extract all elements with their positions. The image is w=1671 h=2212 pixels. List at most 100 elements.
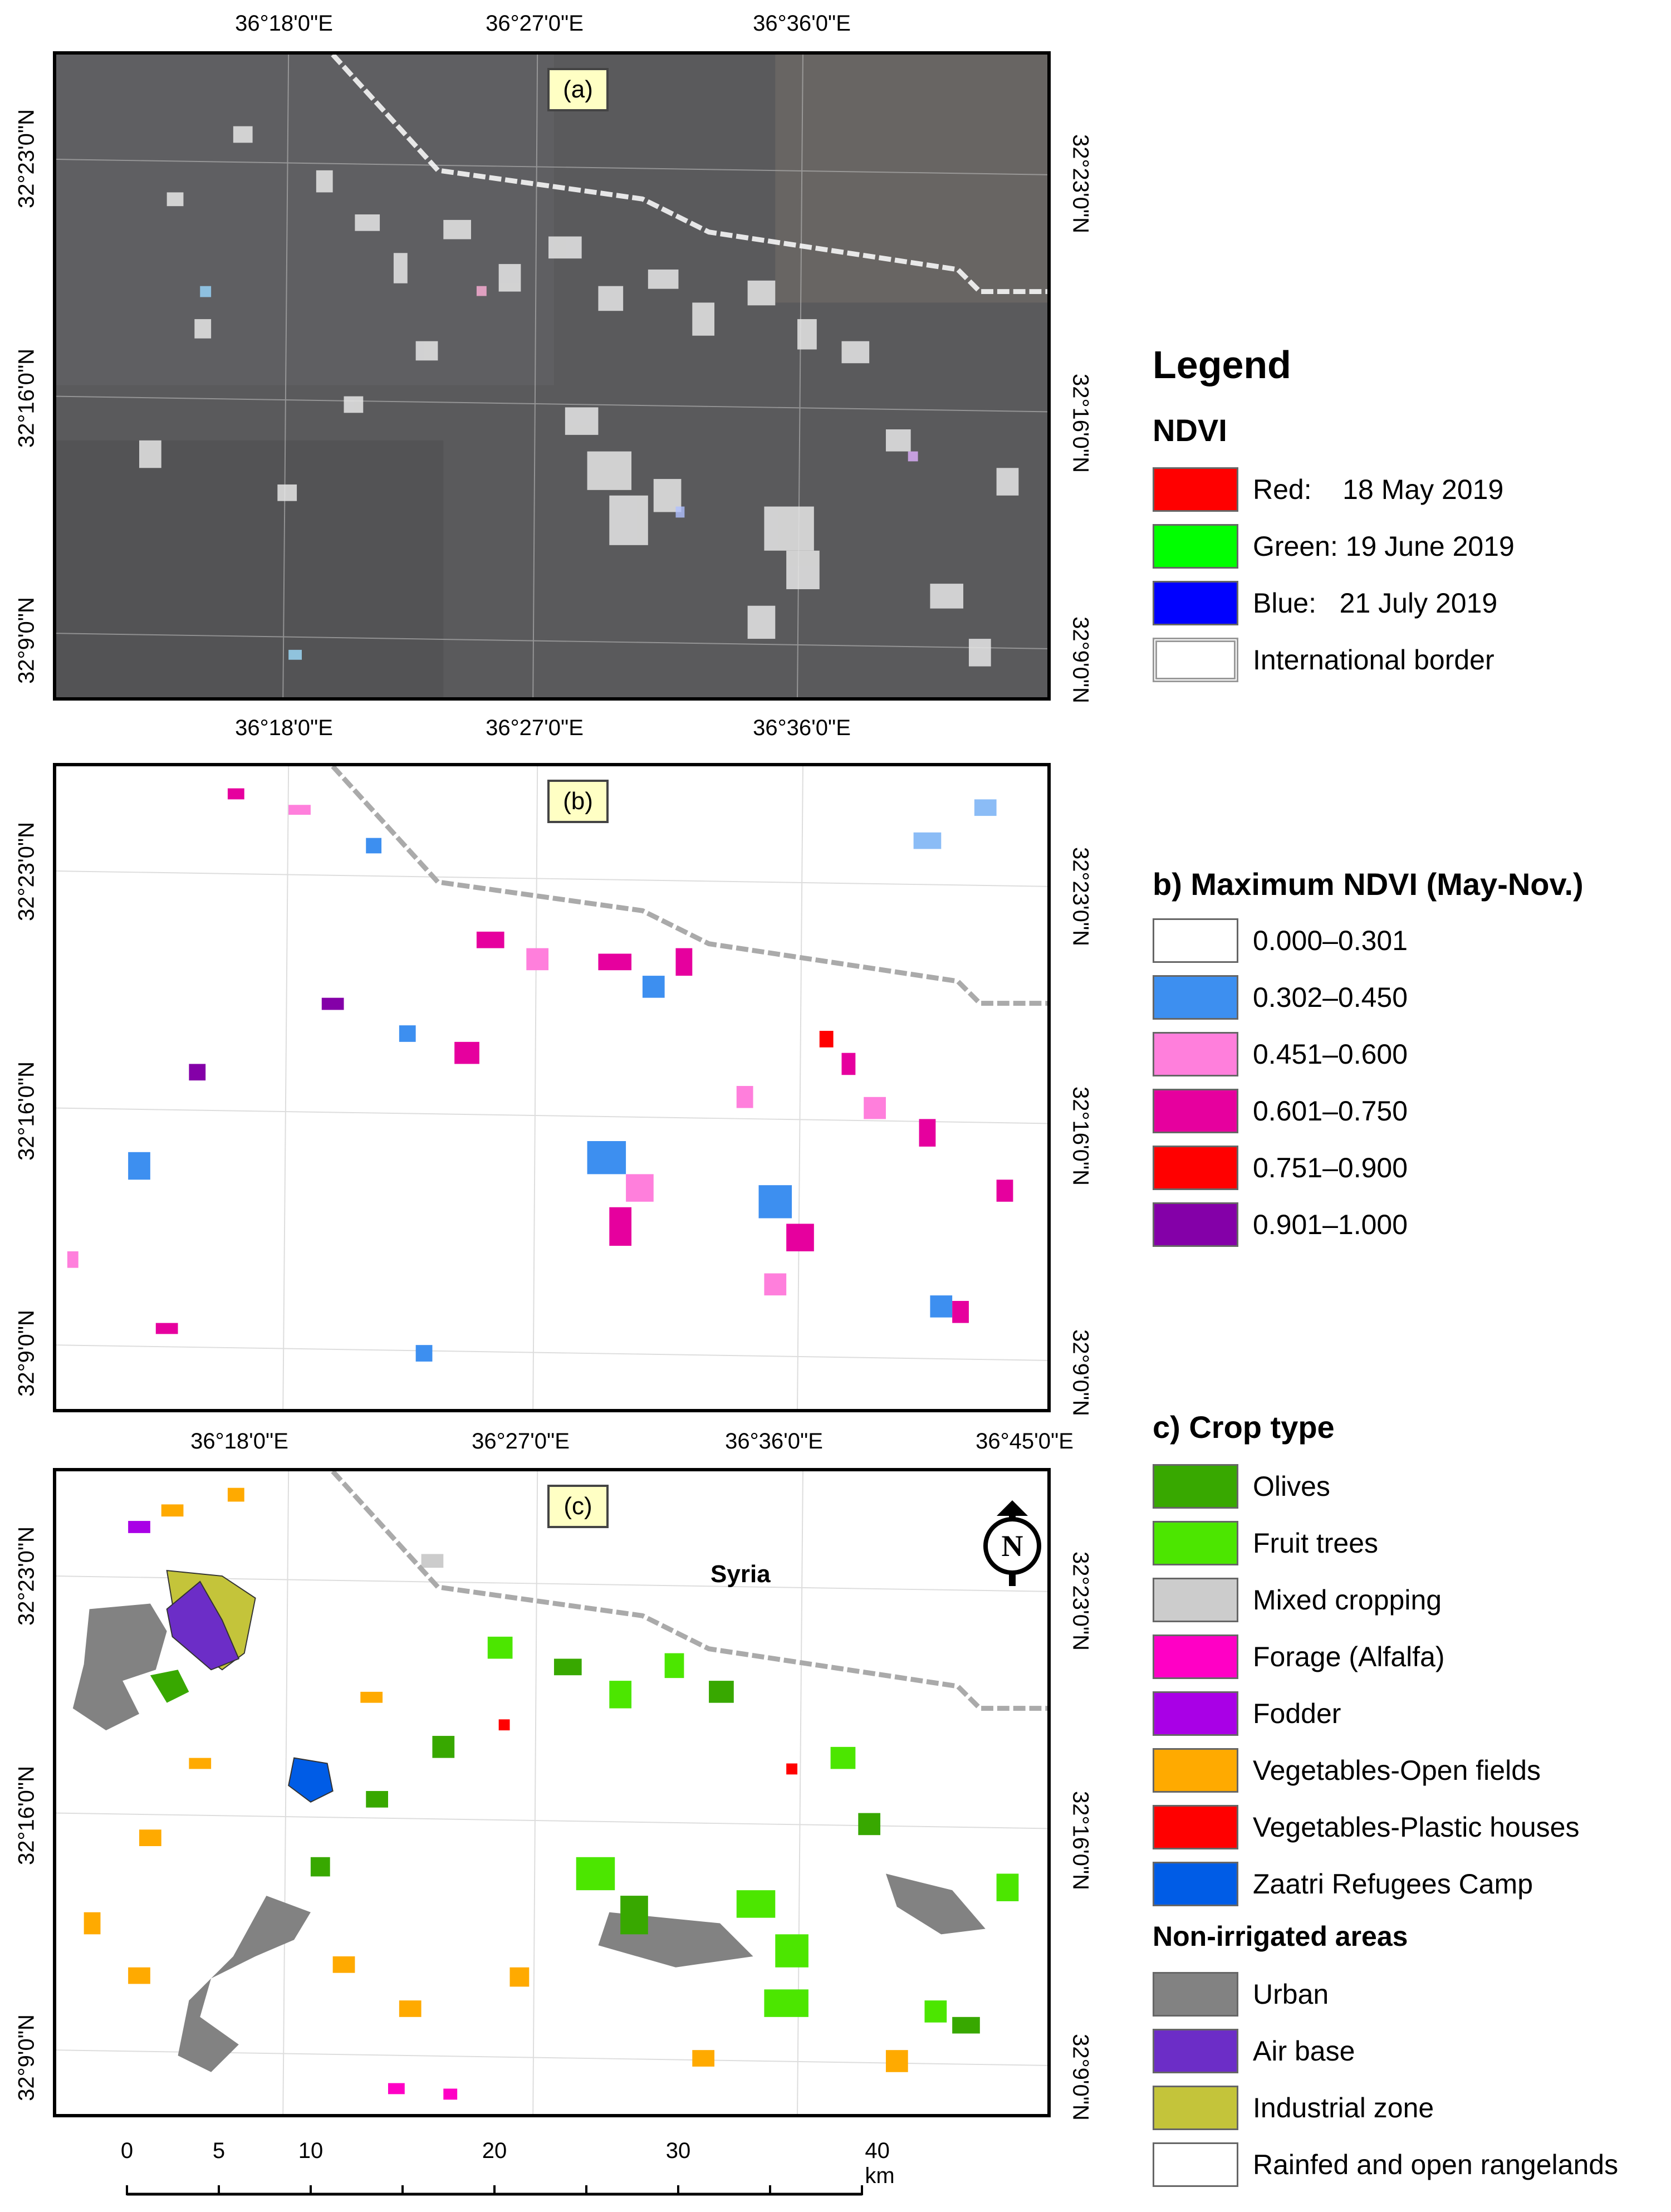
- air-base: [166, 1580, 240, 1671]
- scale-label: 30: [665, 2138, 691, 2163]
- legend-label: Green: 19 June 2019: [1253, 531, 1515, 562]
- legend-item-ndvi-class: 0.751–0.900: [1153, 1145, 1408, 1191]
- swatch: [1153, 1032, 1238, 1076]
- scale-label: 5: [212, 2138, 226, 2163]
- legend-item-rainfed: Rainfed and open rangelands: [1153, 2142, 1618, 2187]
- max-ndvi-image: [56, 766, 1047, 1409]
- legend-title: Legend: [1153, 343, 1291, 386]
- legend-item-fruit-trees: Fruit trees: [1153, 1520, 1378, 1566]
- legend-label: Industrial zone: [1253, 2092, 1434, 2123]
- legend-label: 0.751–0.900: [1253, 1152, 1408, 1183]
- north-arrow-icon: N: [983, 1500, 1041, 1586]
- crop-type-map: (c) Syria: [53, 1468, 1051, 2117]
- max-ndvi-heading: b) Maximum NDVI (May-Nov.): [1153, 867, 1584, 902]
- legend-item-air-base: Air base: [1153, 2028, 1355, 2074]
- legend-item-mixed-cropping: Mixed cropping: [1153, 1577, 1442, 1623]
- lat-tick-label: 32°9'0"N: [1068, 1329, 1093, 1416]
- lat-tick-label: 32°23'0"N: [14, 822, 39, 921]
- swatch: [1153, 1146, 1238, 1190]
- swatch: [1153, 1202, 1238, 1247]
- lat-tick-label: 32°9'0"N: [1068, 616, 1093, 703]
- syria-label: Syria: [710, 1560, 771, 1588]
- legend-item-ndvi-class: 0.451–0.600: [1153, 1031, 1408, 1077]
- lat-tick-label: 32°16'0"N: [1068, 1791, 1093, 1890]
- lon-tick-label: 36°18'0"E: [190, 1429, 288, 1454]
- zaatri-camp: [288, 1757, 334, 1803]
- legend-item-forage: Forage (Alfalfa): [1153, 1634, 1445, 1680]
- legend-label: Blue: 21 July 2019: [1253, 588, 1498, 619]
- swatch: [1153, 2029, 1238, 2073]
- swatch: [1153, 1521, 1238, 1565]
- lat-tick-label: 32°16'0"N: [14, 349, 39, 448]
- legend-label: Red: 18 May 2019: [1253, 474, 1504, 505]
- lat-tick-label: 32°16'0"N: [14, 1061, 39, 1161]
- panel-b-label: (b): [547, 780, 609, 823]
- olive-field: [150, 1670, 189, 1703]
- non-irrigated-heading: Non-irrigated areas: [1153, 1921, 1408, 1952]
- legend-label: Urban: [1253, 1979, 1329, 2010]
- legend-label: Air base: [1253, 2035, 1355, 2067]
- legend-item-industrial: Industrial zone: [1153, 2085, 1434, 2131]
- legend-item-olives: Olives: [1153, 1464, 1330, 1509]
- swatch: [1153, 1634, 1238, 1679]
- legend-label: Olives: [1253, 1471, 1330, 1502]
- legend-label: Vegetables-Open fields: [1253, 1755, 1541, 1786]
- legend-label: 0.000–0.301: [1253, 925, 1408, 956]
- lon-tick-label: 36°45'0"E: [976, 1429, 1074, 1454]
- lat-tick-label: 32°16'0"N: [1068, 374, 1093, 473]
- lat-tick-label: 32°16'0"N: [14, 1766, 39, 1865]
- swatch: [1153, 1862, 1238, 1906]
- legend-label: Mixed cropping: [1253, 1584, 1442, 1616]
- legend-label: Rainfed and open rangelands: [1253, 2149, 1619, 2180]
- urban-area: [178, 1896, 311, 2072]
- swatch: [1153, 975, 1238, 1020]
- lon-tick-label: 36°27'0"E: [486, 716, 584, 740]
- lon-tick-label: 36°36'0"E: [753, 716, 851, 740]
- lat-tick-label: 32°23'0"N: [1068, 1552, 1093, 1651]
- legend-item-veg-open: Vegetables-Open fields: [1153, 1748, 1541, 1793]
- lat-tick-label: 32°23'0"N: [1068, 847, 1093, 946]
- legend-item-veg-plastic: Vegetables-Plastic houses: [1153, 1804, 1579, 1850]
- legend-label: 0.451–0.600: [1253, 1039, 1408, 1070]
- legend-item-ndvi-class: 0.000–0.301: [1153, 918, 1408, 963]
- legend-item-urban: Urban: [1153, 1971, 1329, 2017]
- legend-item-ndvi-red: Red: 18 May 2019: [1153, 467, 1503, 512]
- swatch: [1153, 524, 1238, 569]
- legend-label: International border: [1253, 644, 1494, 676]
- swatch: [1153, 1464, 1238, 1509]
- scale-label: 0: [120, 2138, 134, 2163]
- lat-tick-label: 32°9'0"N: [14, 597, 39, 684]
- swatch: [1153, 1805, 1238, 1849]
- legend-label: 0.601–0.750: [1253, 1095, 1408, 1127]
- legend-item-ndvi-class: 0.901–1.000: [1153, 1202, 1408, 1247]
- max-ndvi-map: (b): [53, 763, 1051, 1412]
- lon-tick-label: 36°18'0"E: [235, 716, 333, 740]
- lon-tick-label: 36°36'0"E: [753, 11, 851, 36]
- legend-label: 0.302–0.450: [1253, 982, 1408, 1013]
- lon-tick-label: 36°36'0"E: [725, 1429, 823, 1454]
- crop-type-heading: c) Crop type: [1153, 1410, 1335, 1445]
- panel-c-label: (c): [547, 1485, 609, 1528]
- legend-item-ndvi-green: Green: 19 June 2019: [1153, 523, 1515, 569]
- ndvi-heading: NDVI: [1153, 413, 1227, 448]
- urban-area: [885, 1873, 986, 1935]
- lon-tick-label: 36°18'0"E: [235, 11, 333, 36]
- swatch: [1153, 1089, 1238, 1133]
- panel-a-label: (a): [547, 68, 609, 111]
- swatch: [1153, 1691, 1238, 1736]
- ndvi-composite-map: (a): [53, 51, 1051, 701]
- lat-tick-label: 32°9'0"N: [1068, 2034, 1093, 2121]
- lat-tick-label: 32°9'0"N: [14, 2014, 39, 2101]
- lat-tick-label: 32°9'0"N: [14, 1310, 39, 1397]
- scale-label: 40 km: [865, 2138, 895, 2188]
- lat-tick-label: 32°23'0"N: [14, 1526, 39, 1626]
- swatch: [1153, 918, 1238, 963]
- swatch: [1153, 581, 1238, 625]
- lon-tick-label: 36°27'0"E: [486, 11, 584, 36]
- scale-label: 20: [482, 2138, 507, 2163]
- legend-item-ndvi-class: 0.601–0.750: [1153, 1088, 1408, 1134]
- lat-tick-label: 32°23'0"N: [1068, 134, 1093, 233]
- crop-type-image: [56, 1471, 1047, 2114]
- swatch: [1153, 1748, 1238, 1793]
- legend-item-ndvi-class: 0.302–0.450: [1153, 975, 1408, 1020]
